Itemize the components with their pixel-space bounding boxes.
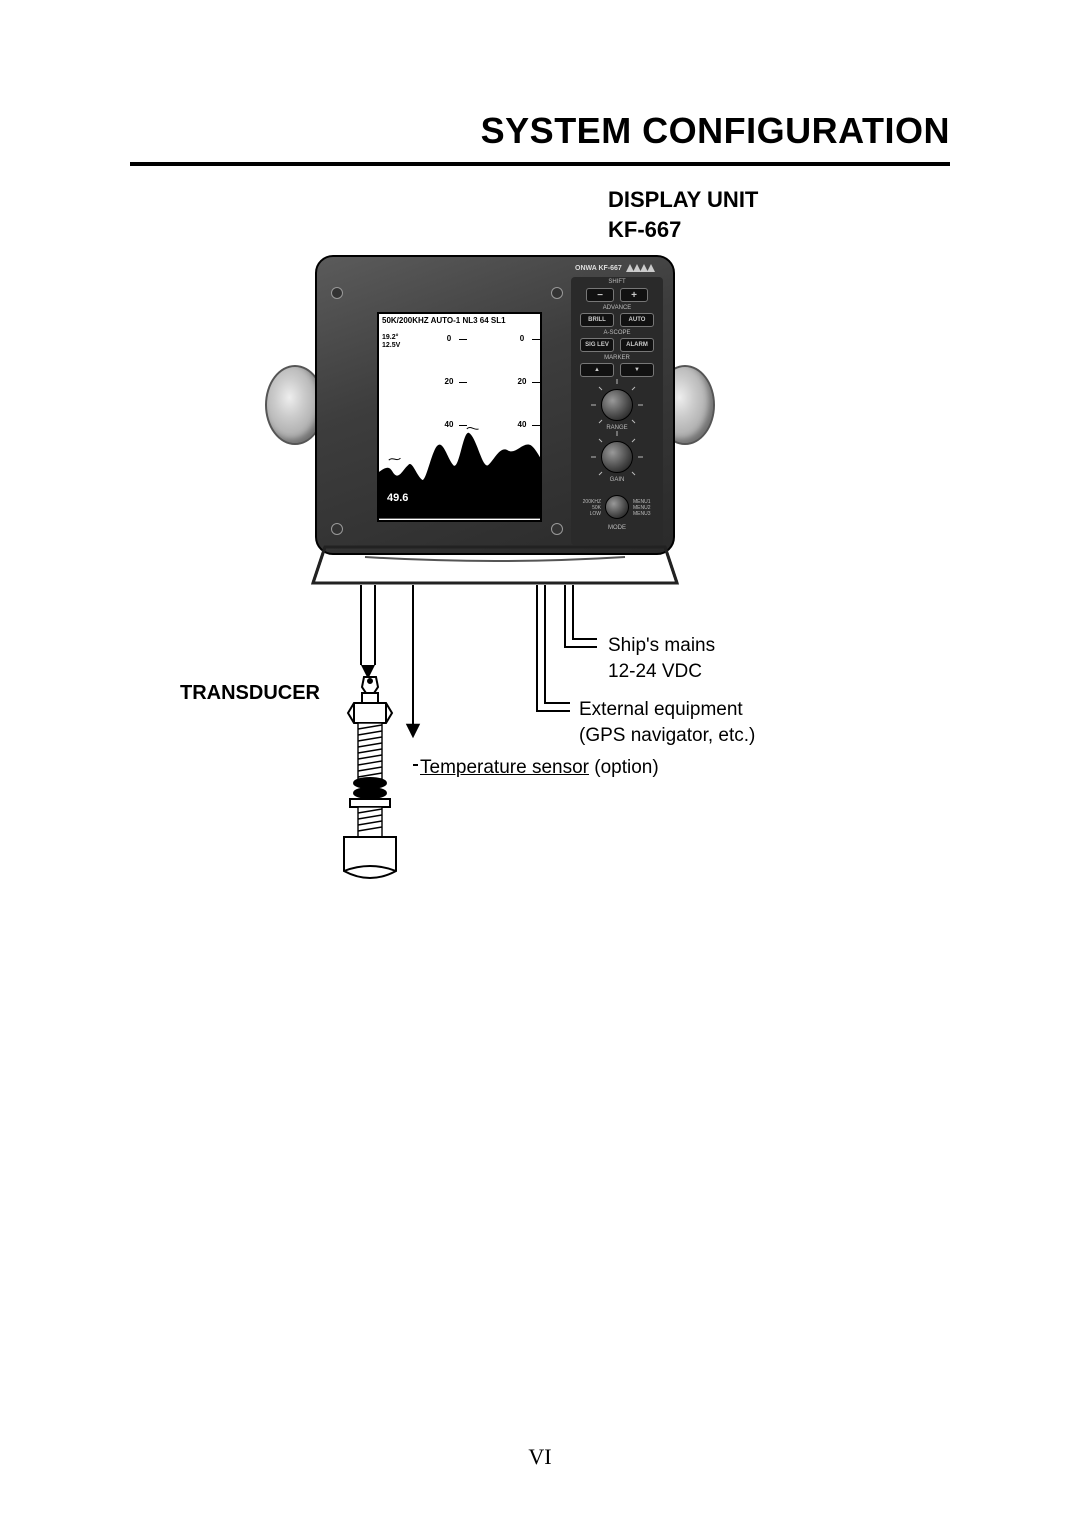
- mode-knob[interactable]: [605, 495, 629, 519]
- device-screen: 50K/200KHZ AUTO-1 NL3 64 SL1 19.2°12.5V …: [377, 312, 542, 522]
- shift-minus-button[interactable]: −: [586, 288, 614, 302]
- transducer-drawing: [320, 675, 420, 885]
- mode-label: MODE: [571, 525, 663, 531]
- marker-down-button[interactable]: ▼: [620, 363, 654, 377]
- ascope-label: A-SCOPE: [571, 330, 663, 336]
- display-unit-drawing: ONWA KF-667 50K/200KHZ AUTO-1 NL3 64 SL1…: [285, 255, 710, 585]
- device-body: ONWA KF-667 50K/200KHZ AUTO-1 NL3 64 SL1…: [315, 255, 675, 555]
- display-unit-label: DISPLAY UNIT KF-667: [608, 185, 758, 244]
- knob-scale-icon: [591, 431, 643, 483]
- title-rule: [130, 162, 950, 166]
- unit-label-line1: DISPLAY UNIT: [608, 187, 758, 212]
- page-number: VI: [0, 1444, 1080, 1470]
- depth-readout: 49.6: [387, 492, 408, 504]
- screw-icon: [331, 287, 343, 299]
- marker-label: MARKER: [571, 355, 663, 361]
- transducer-label: TRANSDUCER: [180, 682, 320, 705]
- screw-icon: [551, 287, 563, 299]
- page-title: SYSTEM CONFIGURATION: [130, 110, 950, 152]
- auto-button[interactable]: AUTO: [620, 313, 654, 327]
- screen-header: 50K/200KHZ AUTO-1 NL3 64 SL1: [379, 314, 540, 332]
- mains-label: Ship's mains12-24 VDC: [608, 633, 715, 684]
- brand-strip: ONWA KF-667: [575, 263, 663, 273]
- gain-label: GAIN: [571, 477, 663, 483]
- brill-button[interactable]: BRILL: [580, 313, 614, 327]
- temperature-sensor-label: Temperature sensor (option): [420, 757, 659, 779]
- unit-label-line2: KF-667: [608, 217, 681, 242]
- shift-plus-button[interactable]: +: [620, 288, 648, 302]
- knob-scale-icon: [591, 379, 643, 431]
- screen-status: 19.2°12.5V: [382, 334, 400, 349]
- alarm-button[interactable]: ALARM: [620, 338, 654, 352]
- marker-up-button[interactable]: ▲: [580, 363, 614, 377]
- mode-right-legend: MENU1MENU2MENU3: [633, 499, 657, 517]
- siglev-button[interactable]: SIG LEV: [580, 338, 614, 352]
- control-panel: SHIFT − + ADVANCE BRILL AUTO A-SCOPE SIG…: [571, 277, 663, 545]
- screw-icon: [551, 523, 563, 535]
- mode-left-legend: 200KHZ50KLOW: [577, 499, 601, 517]
- external-equipment-label: External equipment(GPS navigator, etc.): [579, 697, 755, 748]
- shift-label: SHIFT: [571, 279, 663, 285]
- advance-label: ADVANCE: [571, 305, 663, 311]
- screw-icon: [331, 523, 343, 535]
